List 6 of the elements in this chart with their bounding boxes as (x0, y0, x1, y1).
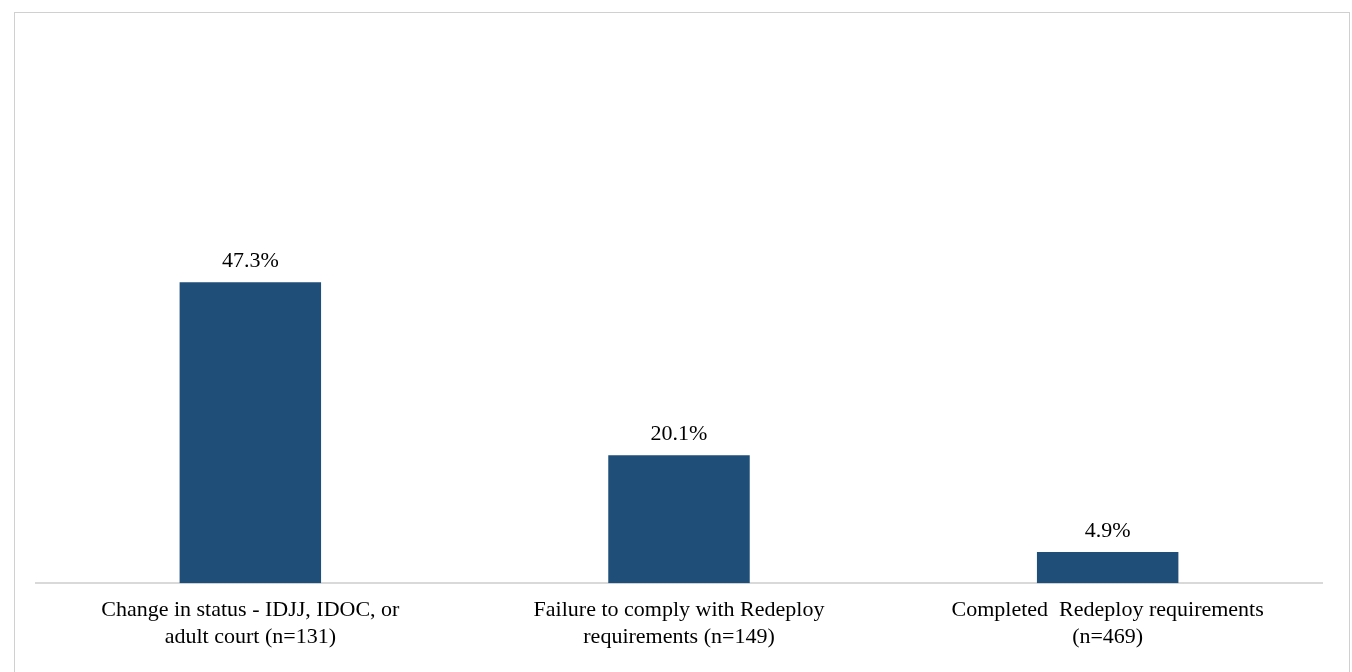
data-label: 4.9% (1084, 516, 1131, 542)
data-label: 47.3% (221, 246, 279, 272)
x-tick-label: Failure to comply with Redeploy requirements (n=149) (533, 596, 825, 648)
x-tick-label: Change in status - IDJJ, IDOC, or adult court (n=131) (101, 596, 401, 648)
x-tick-label: Completed Redeploy requirements (n=469) (951, 596, 1264, 648)
data-label: 20.1% (650, 420, 708, 446)
